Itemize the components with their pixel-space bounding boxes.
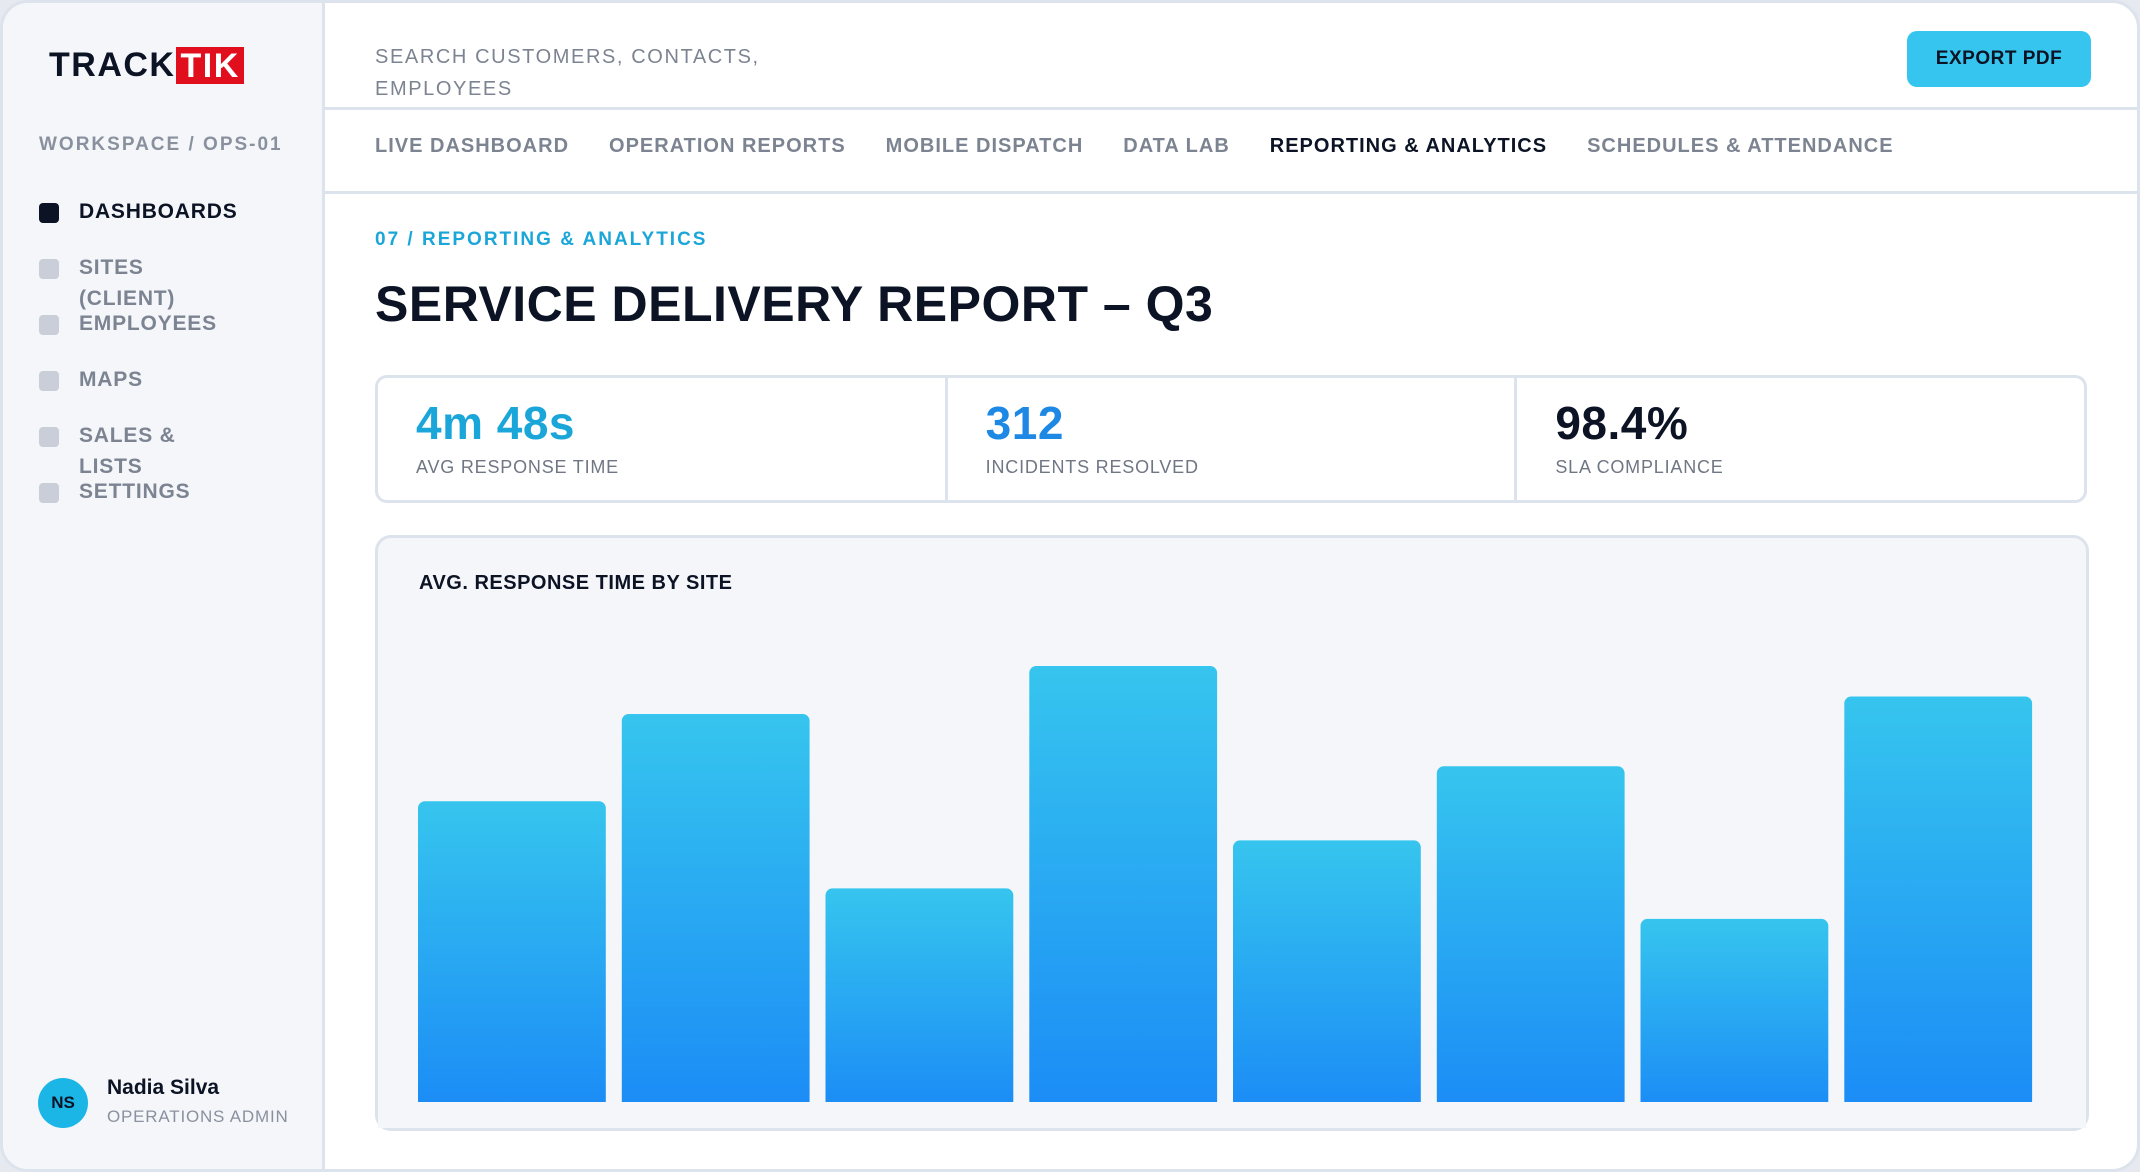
kpi-sla-compliance: 98.4% SLA COMPLIANCE [1517,378,2084,500]
logo-track-text: TRACK [49,45,176,84]
chart-card: AVG. RESPONSE TIME BY SITE [375,535,2089,1131]
kpi-incidents-resolved: 312 INCIDENTS RESOLVED [948,378,1518,500]
sidebar-item-maps[interactable]: MAPS [79,368,143,391]
employees-icon [39,315,59,335]
chart-bar[interactable] [621,714,810,1108]
bar-chart [378,666,2086,1128]
kpi-label: INCIDENTS RESOLVED [985,457,1199,477]
chart-bar[interactable] [825,888,1014,1108]
header-divider [325,107,2137,110]
chart-bar[interactable] [1640,918,1829,1108]
sidebar: TRACK TIK WORKSPACE / OPS-01 DASHBOARDS … [3,3,325,1169]
settings-icon [39,483,59,503]
avatar[interactable]: NS [38,1078,88,1128]
sales-icon [39,427,59,447]
tab-reporting-analytics[interactable]: REPORTING & ANALYTICS [1269,135,1548,157]
user-name: Nadia Silva [107,1076,220,1099]
sidebar-item-sales[interactable]: SALES & [79,424,176,447]
tab-schedules-attendance[interactable]: SCHEDULES & ATTENDANCE [1587,135,1894,157]
kpi-value: 4m 48s [416,397,576,449]
sites-icon [39,259,59,279]
search-input[interactable]: SEARCH CUSTOMERS, CONTACTS, EMPLOYEES [375,46,760,100]
page-title: SERVICE DELIVERY REPORT – Q3 [375,276,1214,332]
kpi-label: SLA COMPLIANCE [1555,457,1724,477]
kpi-row: 4m 48s AVG RESPONSE TIME 312 INCIDENTS R… [375,375,2087,503]
kpi-value: 312 [985,397,1064,449]
tabs-divider [325,191,2137,194]
export-pdf-button[interactable]: EXPORT PDF [1907,31,2091,87]
kpi-avg-response-time: 4m 48s AVG RESPONSE TIME [378,378,948,500]
kpi-label: AVG RESPONSE TIME [416,457,619,477]
tab-bar: LIVE DASHBOARD OPERATION REPORTS MOBILE … [375,135,1894,158]
maps-icon [39,371,59,391]
logo-tik-text: TIK [176,46,244,84]
sidebar-item-sites[interactable]: SITES [79,256,144,279]
user-role: OPERATIONS ADMIN [107,1107,289,1126]
chart-bar[interactable] [1029,666,1218,1108]
tab-operation-reports[interactable]: OPERATION REPORTS [609,135,846,157]
sidebar-item-settings[interactable]: SETTINGS [79,480,191,503]
tab-live-dashboard[interactable]: LIVE DASHBOARD [375,135,570,157]
sidebar-item-dashboards[interactable]: DASHBOARDS [79,200,238,223]
sidebar-item-lists[interactable]: LISTS [79,455,143,478]
chart-bar[interactable] [1844,696,2033,1109]
kpi-value: 98.4% [1555,397,1689,449]
chart-bar[interactable] [418,801,606,1108]
tracktik-logo[interactable]: TRACK TIK [49,45,244,85]
dashboards-icon [39,203,59,223]
tab-mobile-dispatch[interactable]: MOBILE DISPATCH [885,135,1084,157]
chart-bar[interactable] [1233,840,1421,1108]
chart-baseline-mask [378,1102,2086,1128]
tab-data-lab[interactable]: DATA LAB [1123,135,1230,157]
workspace-label: WORKSPACE / OPS-01 [39,134,283,155]
chart-title: AVG. RESPONSE TIME BY SITE [419,572,733,594]
breadcrumb: 07 / REPORTING & ANALYTICS [375,229,708,250]
chart-bar[interactable] [1436,766,1625,1108]
sidebar-item-employees[interactable]: EMPLOYEES [79,312,217,335]
sidebar-item-sites-client[interactable]: (CLIENT) [79,287,176,310]
